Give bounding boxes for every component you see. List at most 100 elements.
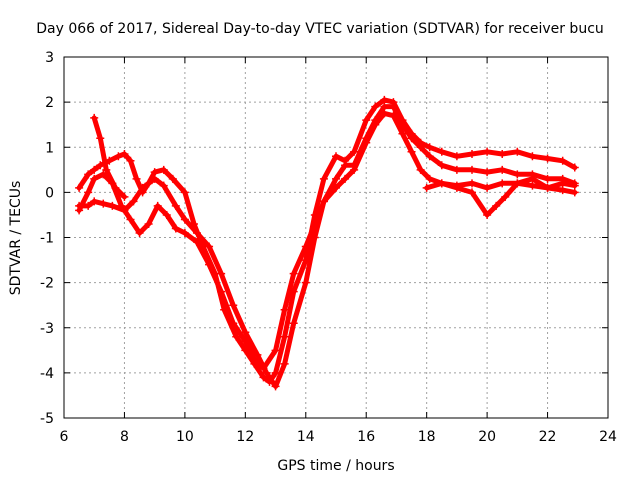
series-1-point [332,152,340,161]
series-3-point [570,188,579,197]
series-1-point [114,152,123,161]
series-2-line [76,104,578,389]
y-tick-label: 2 [45,95,54,111]
series-2-point [192,228,201,237]
series-1-point [126,156,135,165]
series-3-point [416,165,425,174]
grid-layer [64,57,608,418]
x-tick-label: 22 [539,429,557,445]
series-2-point [262,368,271,377]
series-5-point [483,210,492,219]
y-tick-label: -4 [40,366,54,382]
series-3-point [341,174,350,183]
series-2-point [84,201,93,210]
series-3-point [362,138,371,147]
series-3-point [205,260,214,269]
series-1-point [498,150,507,159]
series-3-point [310,219,319,228]
series-3-point [250,355,259,364]
x-tick-label: 14 [297,429,315,445]
series-2-point [129,197,138,206]
series-2-point [452,165,461,174]
series-2-point [543,174,552,183]
x-tick-label: 16 [357,429,375,445]
series-1-point [558,156,567,165]
series-4-point [111,183,120,192]
series-1-point [570,163,579,172]
series-3-point [407,147,416,156]
y-tick-label: 1 [45,140,54,156]
series-5-point [437,179,446,188]
series-1-point [132,174,141,183]
series-2-point [241,328,250,337]
series-3-point [289,269,298,278]
series-1-point [259,373,268,382]
series-1-point [483,147,492,156]
series-3-point [217,287,226,296]
x-tick-label: 24 [599,429,617,445]
series-5-point [492,201,501,210]
series-2-point [416,143,425,152]
series-4-point [102,165,111,174]
series-2-point [483,168,492,177]
series-1-point [380,95,389,104]
series-3-point [126,215,135,224]
series-5-point [422,183,431,192]
series-1-point [543,154,552,163]
series-3-point [498,179,507,188]
series-5-point [570,181,579,190]
series-layer [75,95,579,391]
series-3-point [350,165,359,174]
series-3-point [528,181,537,190]
series-2-point [90,197,99,206]
series-3-point [144,219,153,228]
series-2-point [389,102,398,111]
x-axis-label: GPS time / hours [277,458,394,474]
series-1-point [452,152,461,161]
series-1-point [425,143,434,152]
series-3-point [468,179,476,188]
x-tick-label: 6 [60,429,69,445]
series-2-point [205,242,214,251]
series-1-point [468,150,476,159]
series-1-line [76,97,578,385]
series-3-point [371,120,380,129]
series-1-point [319,174,328,183]
series-1-point [168,174,177,183]
series-2-point [332,174,340,183]
series-1-point [437,147,446,156]
series-3-point [271,346,280,355]
series-3-point [301,242,310,251]
series-1-point [350,147,359,156]
series-1-point [528,152,537,161]
series-2-point [229,301,238,310]
series-1-point [513,147,522,156]
series-1-point [90,165,99,174]
series-1-point [271,368,280,377]
x-tick-label: 10 [176,429,194,445]
series-3-point [117,201,126,210]
series-3-point [389,111,398,120]
series-2-point [498,165,507,174]
series-3-point [319,197,328,206]
series-5-point [468,188,476,197]
series-5-point [452,183,461,192]
series-3-point [75,206,84,215]
series-2-point [271,382,280,391]
series-3-point [192,238,201,247]
y-tick-label: 3 [45,50,54,66]
series-1-point [362,116,371,125]
series-3-point [398,129,407,138]
series-3-point [558,186,567,195]
series-3-point [90,174,99,183]
series-2-point [341,161,350,170]
series-2-point [289,319,298,328]
series-1-point [159,165,168,174]
series-5-point [528,174,537,183]
series-5-point [513,179,522,188]
series-1-point [150,168,159,177]
series-1-point [232,332,241,341]
series-5-point [543,183,552,192]
